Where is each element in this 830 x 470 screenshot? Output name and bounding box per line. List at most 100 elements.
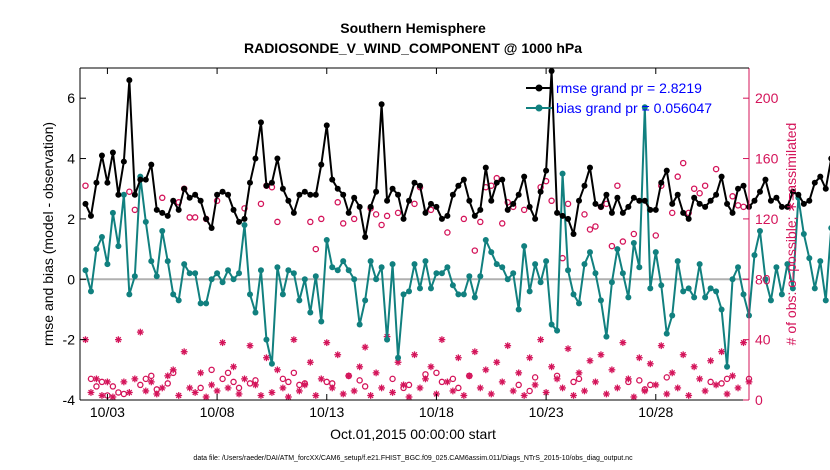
bias-point <box>290 270 297 277</box>
obs-assimilated-point <box>707 357 715 365</box>
obs-assimilated-point <box>586 357 594 365</box>
bias-point <box>592 270 599 277</box>
obs-assimilated-point <box>131 375 139 383</box>
bias-point <box>345 267 352 274</box>
x-tick-label: 10/28 <box>638 404 673 420</box>
bias-point <box>630 240 637 247</box>
rmse-point <box>274 155 281 162</box>
bias-point <box>718 306 725 313</box>
obs-assimilated-point <box>718 348 725 356</box>
asterisk-stroke <box>647 360 654 367</box>
bias-point <box>241 221 248 228</box>
bias-point <box>658 282 665 289</box>
bias-point <box>225 267 232 274</box>
obs-assimilated-point <box>696 375 704 383</box>
rmse-point <box>186 194 193 201</box>
asterisk-stroke <box>691 363 698 370</box>
obs-possible-point <box>164 380 171 387</box>
asterisk-stroke <box>477 385 484 391</box>
obs-possible-point <box>592 223 599 230</box>
rmse-point <box>548 68 555 75</box>
bias-point <box>82 267 89 274</box>
asterisk-stroke <box>121 379 127 385</box>
bias-point <box>246 291 253 298</box>
rmse-point <box>663 167 670 174</box>
rmse-point <box>499 176 506 183</box>
asterisk-stroke <box>340 391 347 397</box>
rmse-point <box>630 194 637 201</box>
rmse-point <box>735 185 742 192</box>
bias-point <box>449 282 456 289</box>
bias-point <box>724 363 731 370</box>
rmse-point <box>378 101 385 108</box>
rmse-point <box>724 200 731 207</box>
bias-point <box>800 231 807 237</box>
rmse-point <box>460 176 467 183</box>
obs-possible-point <box>679 159 687 167</box>
asterisk-stroke <box>587 357 593 364</box>
bias-point <box>334 267 341 274</box>
obs-assimilated-point <box>295 387 303 395</box>
rmse-point <box>449 191 456 198</box>
obs-assimilated-point <box>624 375 632 383</box>
rmse-point <box>301 188 308 195</box>
rmse-point <box>559 212 566 219</box>
rmse-point <box>263 182 270 189</box>
obs-possible-point <box>290 369 298 377</box>
rmse-point <box>482 164 489 171</box>
bias-point <box>647 285 654 292</box>
rmse-point <box>203 215 210 222</box>
obs-assimilated-point <box>323 339 331 347</box>
bias-point <box>811 285 818 292</box>
asterisk-stroke <box>581 388 588 394</box>
obs-assimilated-point <box>553 375 561 383</box>
bias-series-layer <box>82 104 830 370</box>
rmse-point <box>729 209 736 216</box>
obs-possible-point <box>498 220 506 227</box>
asterisk-stroke <box>115 336 122 343</box>
bias-point <box>762 276 769 283</box>
rmse-point <box>740 182 747 189</box>
obs-possible-point <box>701 182 709 189</box>
legend: rmse grand pr = 2.8219 bias grand pr = 0… <box>526 80 712 116</box>
rmse-point <box>466 197 473 204</box>
asterisk-stroke <box>499 379 506 385</box>
asterisk-stroke <box>674 385 681 391</box>
chart-title: Southern Hemisphere <box>340 20 486 36</box>
asterisk-stroke <box>104 379 111 385</box>
asterisk-stroke <box>532 382 539 388</box>
obs-possible-point <box>230 378 237 386</box>
obs-assimilated-point <box>526 354 534 362</box>
legend-rmse-marker <box>535 84 543 92</box>
obs-assimilated-point <box>367 392 375 399</box>
rmse-point <box>778 203 785 210</box>
rmse-point <box>444 212 451 219</box>
rmse-point <box>504 206 511 213</box>
rmse-point <box>636 197 643 204</box>
x-tick-label: 10/08 <box>200 404 235 420</box>
bias-point <box>197 300 204 307</box>
asterisk-stroke <box>258 392 264 399</box>
bias-point <box>570 291 577 298</box>
asterisk-stroke <box>274 366 281 373</box>
rmse-point <box>570 231 577 237</box>
obs-possible-point <box>334 199 341 206</box>
bias-point <box>104 261 111 268</box>
obs-possible-point <box>142 375 150 383</box>
obs-assimilated-point <box>328 384 336 392</box>
asterisk-stroke <box>598 351 604 358</box>
rmse-point <box>109 149 116 156</box>
rmse-point <box>120 158 127 165</box>
bias-point <box>378 264 385 271</box>
obs-assimilated-point <box>520 392 528 399</box>
bias-point <box>356 321 363 328</box>
obs-possible-point <box>444 229 451 236</box>
bias-point <box>504 276 511 283</box>
bias-point <box>93 246 100 253</box>
obs-possible-point <box>619 238 627 245</box>
obs-assimilated-point <box>433 390 440 398</box>
rmse-point <box>526 203 533 210</box>
bias-point <box>614 246 621 253</box>
bias-point <box>120 191 127 198</box>
obs-assimilated-point <box>241 375 248 383</box>
